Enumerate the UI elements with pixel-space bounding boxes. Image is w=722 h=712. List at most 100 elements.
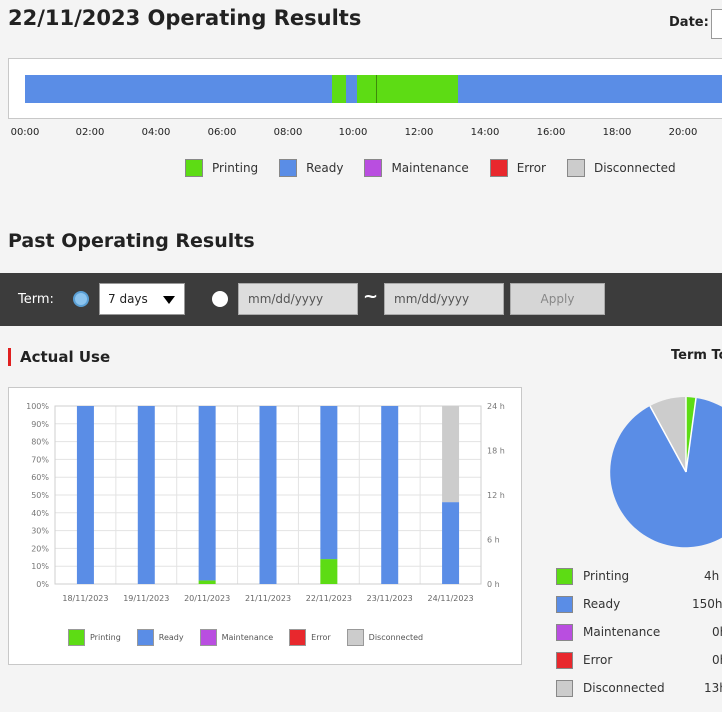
legend-swatch — [136, 629, 154, 646]
legend-swatch — [279, 159, 298, 177]
bar-ready — [76, 406, 94, 584]
hour-label: 14:00 — [470, 127, 500, 138]
date-picker-field[interactable] — [711, 9, 722, 39]
y-tick-label: 80% — [31, 438, 49, 447]
legend-label: Maintenance — [391, 161, 469, 175]
dropdown-arrow-icon — [163, 296, 175, 304]
y-tick-label: 50% — [31, 491, 49, 500]
legend-label: Maintenance — [583, 625, 661, 639]
legend-item-printing: Printing — [185, 159, 258, 177]
term-toolbar: Term: 7 days mm/dd/yyyy ~ mm/dd/yyyy App… — [0, 273, 722, 326]
radio-preset-term[interactable] — [73, 291, 89, 307]
legend-swatch — [289, 629, 307, 646]
y-right-tick-label: 18 h — [487, 447, 505, 456]
status-legend: Printing Ready Maintenance Error Disconn… — [185, 159, 697, 177]
legend-swatch — [489, 159, 508, 177]
x-tick-label: 18/11/2023 — [62, 594, 108, 603]
hour-label: 04:00 — [141, 127, 171, 138]
bar-disconnected — [442, 406, 460, 503]
legend-label: Error — [311, 633, 331, 642]
legend-swatch — [364, 159, 383, 177]
hour-label: 10:00 — [338, 127, 368, 138]
actual-use-title: Actual Use — [8, 348, 110, 366]
radio-custom-range[interactable] — [212, 291, 228, 307]
x-tick-label: 21/11/2023 — [245, 594, 291, 603]
bar-printing — [320, 559, 338, 584]
bar-ready — [259, 406, 277, 584]
chart-legend-item: Printing — [68, 629, 121, 646]
legend-label: Maintenance — [221, 633, 274, 642]
timeline-segment-printing — [376, 75, 458, 103]
term-total-title: Term To — [671, 348, 722, 363]
term-select[interactable]: 7 days — [99, 283, 185, 315]
hour-label: 18:00 — [602, 127, 632, 138]
bar-printing — [198, 580, 216, 584]
y-tick-label: 100% — [26, 402, 49, 411]
y-right-tick-label: 6 h — [487, 536, 500, 545]
legend-label: Ready — [158, 633, 184, 642]
legend-swatch — [556, 623, 573, 641]
pie-legend-row: Ready 150h — [556, 590, 722, 618]
pie-slice-ready — [610, 398, 722, 548]
apply-button[interactable]: Apply — [510, 283, 605, 315]
legend-value: 4h — [704, 569, 720, 583]
bar-ready — [137, 406, 155, 584]
x-tick-label: 23/11/2023 — [367, 594, 413, 603]
timeline-segment-printing — [357, 75, 376, 103]
x-tick-label: 22/11/2023 — [306, 594, 352, 603]
legend-label: Printing — [90, 633, 121, 642]
chart-legend: Printing Ready Maintenance Error Disconn… — [68, 629, 439, 646]
date-to-input[interactable]: mm/dd/yyyy — [384, 283, 504, 315]
term-label: Term: — [18, 292, 54, 307]
chart-legend-item: Error — [289, 629, 331, 646]
date-label: Date: — [669, 15, 709, 30]
legend-label: Disconnected — [593, 161, 676, 175]
legend-swatch — [566, 159, 585, 177]
legend-item-error: Error — [489, 159, 546, 177]
legend-swatch — [199, 629, 217, 646]
chart-legend-item: Maintenance — [199, 629, 274, 646]
hour-label: 06:00 — [207, 127, 237, 138]
legend-swatch — [556, 679, 573, 697]
chart-legend-item: Disconnected — [346, 629, 423, 646]
pie-legend: Printing 4h Ready 150h Maintenance 0h Er… — [556, 562, 722, 702]
pie-legend-row: Disconnected 13h — [556, 674, 722, 702]
y-tick-label: 10% — [31, 562, 49, 571]
hour-label: 08:00 — [273, 127, 303, 138]
hour-label: 02:00 — [75, 127, 105, 138]
legend-swatch — [185, 159, 203, 177]
timeline-panel — [8, 58, 722, 119]
y-tick-label: 20% — [31, 544, 49, 553]
legend-label: Ready — [583, 597, 621, 611]
legend-swatch — [556, 595, 573, 613]
legend-item-ready: Ready — [279, 159, 343, 177]
bar-chart-svg: 0% 10% 20% 30% 40% 50% 60% 70% 80% 90% 100% 0 h 6 h 1… — [26, 402, 505, 603]
y-right-tick-label: 0 h — [487, 580, 500, 589]
timeline-bar — [25, 75, 722, 103]
legend-value: 0h — [712, 625, 722, 639]
term-select-value: 7 days — [108, 292, 148, 306]
legend-value: 150h — [692, 597, 722, 611]
y-tick-label: 90% — [31, 420, 49, 429]
legend-label: Printing — [212, 161, 259, 175]
pie-legend-row: Maintenance 0h — [556, 618, 722, 646]
legend-item-maintenance: Maintenance — [364, 159, 469, 177]
legend-swatch — [346, 629, 364, 646]
pie-chart — [610, 396, 722, 548]
range-separator: ~ — [363, 286, 379, 307]
hour-label: 20:00 — [668, 127, 698, 138]
bar-ready — [442, 502, 460, 584]
hour-label: 00:00 — [10, 127, 40, 138]
legend-value: 0h — [712, 653, 722, 667]
timeline-divider — [376, 75, 377, 103]
bar-ready — [320, 406, 338, 560]
y-right-tick-label: 12 h — [487, 491, 505, 500]
hour-label: 12:00 — [404, 127, 434, 138]
section-title: Past Operating Results — [8, 230, 255, 252]
date-from-input[interactable]: mm/dd/yyyy — [238, 283, 358, 315]
legend-swatch — [556, 567, 573, 585]
page-title: 22/11/2023 Operating Results — [8, 6, 362, 30]
y-tick-label: 0% — [36, 580, 49, 589]
legend-swatch — [556, 651, 573, 669]
legend-label: Error — [516, 161, 546, 175]
